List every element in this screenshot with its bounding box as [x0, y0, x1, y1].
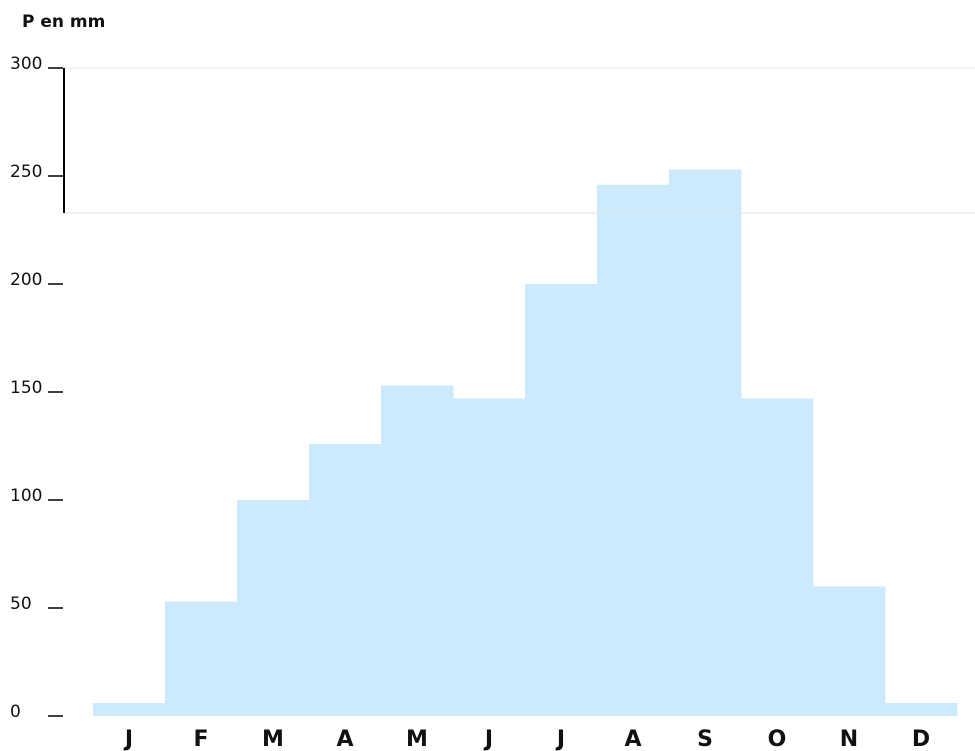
y-tick-label: 100 [10, 486, 42, 506]
bar [813, 586, 886, 716]
x-tick-label: D [912, 727, 930, 751]
x-tick-label: A [624, 727, 641, 751]
x-tick-label: M [406, 727, 428, 751]
bar [93, 703, 166, 716]
x-tick-label: A [336, 727, 353, 751]
bar [309, 443, 382, 716]
bar [597, 184, 670, 716]
y-tick-label: 0 [10, 702, 21, 722]
bar [741, 398, 814, 716]
y-tick-label: 150 [10, 378, 42, 398]
bar [669, 169, 742, 716]
x-tick-label: S [697, 727, 713, 751]
bar [381, 385, 454, 716]
y-tick-label: 250 [10, 162, 42, 182]
bar [165, 601, 238, 716]
y-tick-label: 300 [10, 54, 42, 74]
bar [885, 703, 958, 716]
x-tick-label: O [768, 727, 787, 751]
y-axis-title: P en mm [22, 12, 105, 32]
bar [237, 500, 310, 716]
x-tick-label: N [840, 727, 858, 751]
x-tick-label: J [483, 727, 493, 751]
y-tick-label: 50 [10, 594, 32, 614]
bar [525, 284, 598, 716]
y-tick-label: 200 [10, 270, 42, 290]
bar [453, 398, 526, 716]
x-tick-label: J [123, 727, 133, 751]
x-tick-label: M [262, 727, 284, 751]
x-tick-label: J [555, 727, 565, 751]
x-tick-label: F [193, 727, 208, 751]
